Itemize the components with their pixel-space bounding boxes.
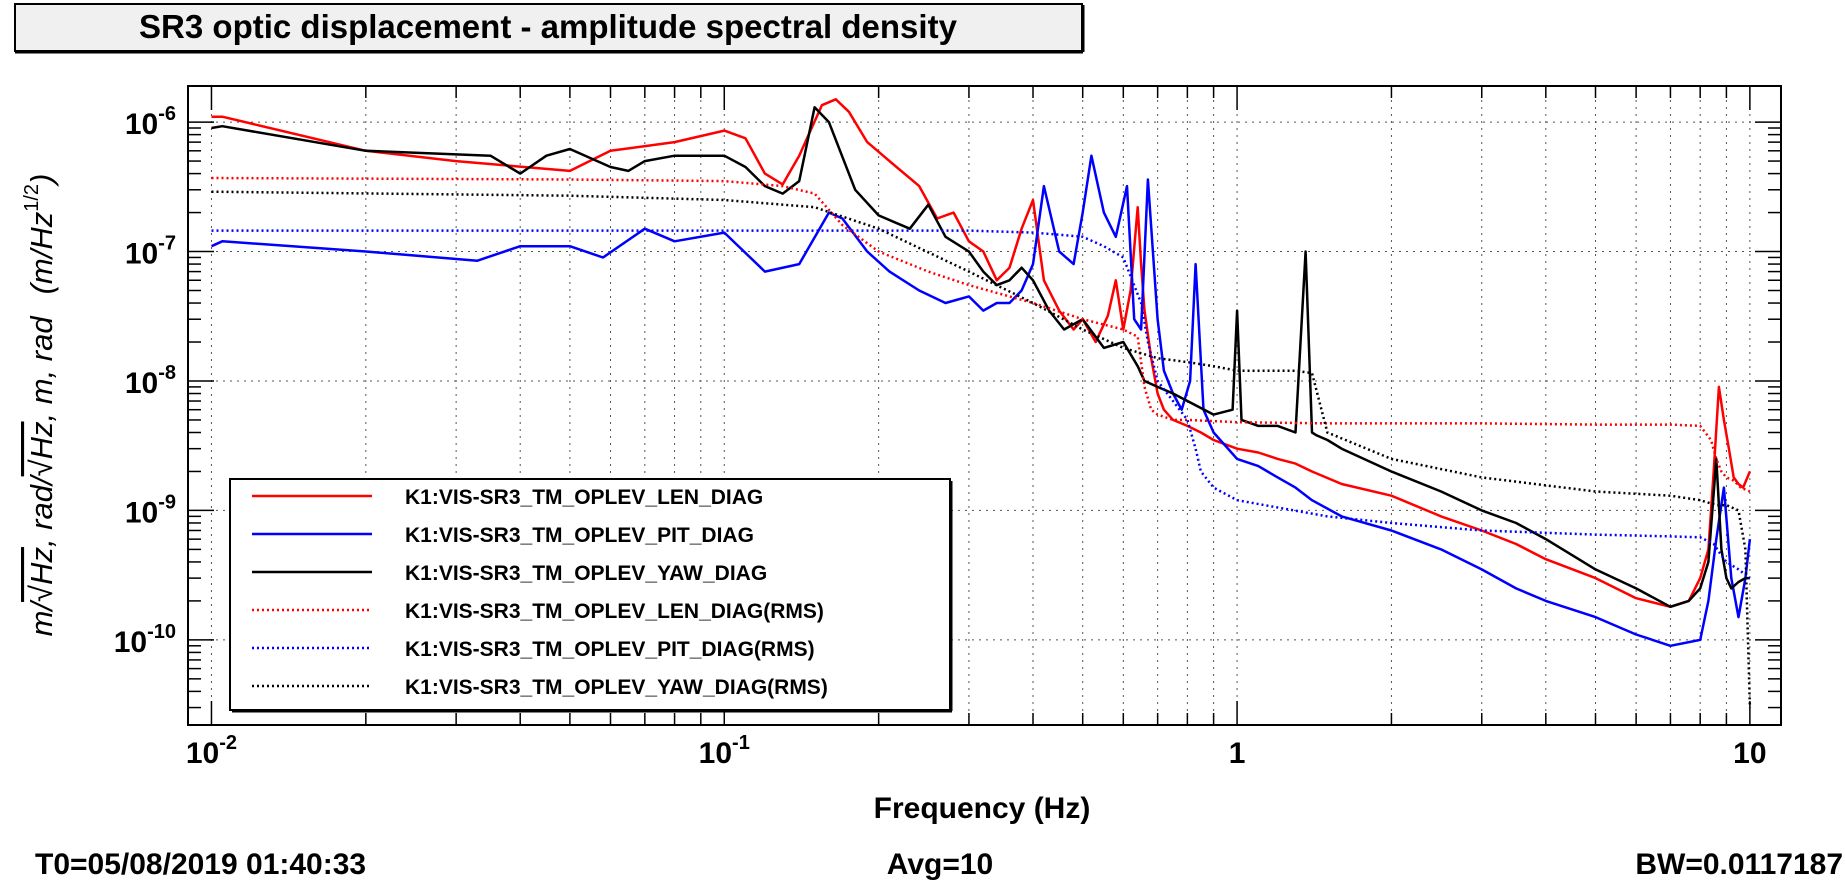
legend: K1:VIS-SR3_TM_OPLEV_LEN_DIAG K1:VIS-SR3_T…	[229, 478, 953, 713]
x-tick-label: 10-2	[186, 732, 237, 770]
series-line-3	[211, 106, 1750, 609]
x-tick-label: 10-1	[699, 732, 750, 770]
legend-label-5: K1:VIS-SR3_TM_OPLEV_PIT_DIAG(RMS)	[405, 638, 815, 661]
y-tick-label: 10-7	[125, 233, 176, 271]
footer-avg: Avg=10	[887, 848, 993, 881]
y-tick-label: 10-9	[125, 491, 176, 529]
series-line-5	[211, 229, 1751, 580]
y-tick-label: 10-6	[125, 103, 176, 141]
tick-label-layer: 10-2 10-1 1 10 10-6 10-7 10-8 10-9 10-10	[114, 103, 1767, 770]
tick-layer	[187, 86, 1781, 725]
series-line-2	[210, 154, 1752, 648]
series-line-6	[211, 190, 1752, 708]
series-layer	[210, 98, 1752, 708]
y-tick-label: 10-8	[125, 362, 176, 400]
chart-title: SR3 optic displacement - amplitude spect…	[139, 8, 958, 45]
legend-label-2: K1:VIS-SR3_TM_OPLEV_PIT_DIAG	[405, 524, 754, 547]
footer-bw: BW=0.0117187	[1635, 848, 1843, 881]
x-axis-label: Frequency (Hz)	[874, 792, 1091, 825]
legend-label-1: K1:VIS-SR3_TM_OPLEV_LEN_DIAG	[405, 486, 763, 509]
y-axis-label: m/√Hz, rad/√Hz, m, rad(m/Hz1/2)	[21, 174, 59, 637]
legend-label-4: K1:VIS-SR3_TM_OPLEV_LEN_DIAG(RMS)	[405, 600, 824, 623]
title-box: SR3 optic displacement - amplitude spect…	[14, 3, 1085, 54]
footer-t0: T0=05/08/2019 01:40:33	[35, 848, 366, 881]
legend-label-3: K1:VIS-SR3_TM_OPLEV_YAW_DIAG	[405, 562, 767, 585]
svg-text:m/√Hz, rad/√Hz, m, rad(m/Hz1/2: m/√Hz, rad/√Hz, m, rad(m/Hz1/2)	[21, 174, 59, 637]
plot-frame	[187, 85, 1782, 726]
x-tick-label: 10	[1733, 737, 1766, 770]
legend-label-6: K1:VIS-SR3_TM_OPLEV_YAW_DIAG(RMS)	[405, 676, 828, 699]
x-tick-label: 1	[1229, 737, 1246, 770]
y-tick-label: 10-10	[114, 621, 176, 659]
